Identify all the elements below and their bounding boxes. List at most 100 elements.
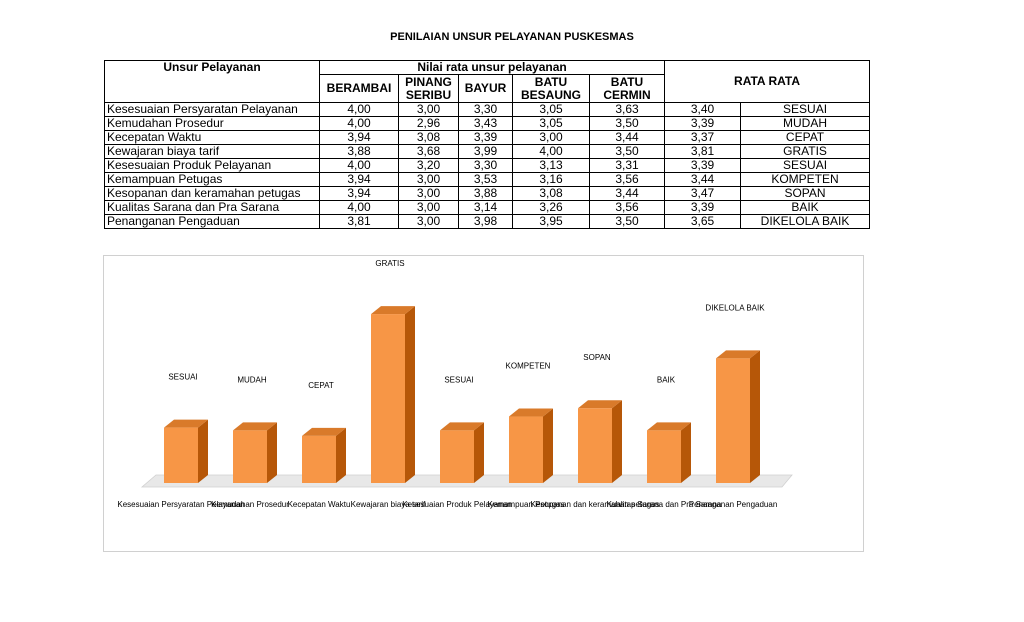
row-rating-label: KOMPETEN [740,172,871,187]
row-value: 4,00 [319,116,399,131]
row-value: 3,44 [588,130,666,145]
column-header: BATU CERMIN [588,74,666,103]
row-rating-label: GRATIS [740,144,871,159]
bar [164,427,198,483]
bar-top [164,419,208,428]
bar-side [474,422,484,483]
row-value: 3,14 [458,200,513,215]
row-average: 3,81 [664,144,742,159]
row-value: 3,05 [512,102,590,117]
column-header: BATU BESAUNG [512,74,590,103]
table-row: Kesesuaian Persyaratan Pelayanan 4,00 3,00… [104,102,871,117]
row-rating-label: SESUAI [740,102,871,117]
bar [302,435,336,483]
row-value: 3,00 [398,102,459,117]
data-label: GRATIS [375,259,404,268]
bar [371,314,405,483]
row-value: 4,00 [319,158,399,173]
category-label: Kemampuan Petugas [488,500,565,509]
score-table: Unsur Pelayanan Nilai rata unsur pelayan… [104,60,871,229]
bar [509,416,543,483]
table-row: Kewajaran biaya tarif 3,88 3,68 3,99 4,00 3,5… [104,144,871,159]
row-value: 4,00 [319,200,399,215]
bar [716,358,750,483]
row-value: 3,44 [588,186,666,201]
category-label: Kemudahan Prosedur [211,500,289,509]
row-value: 2,96 [398,116,459,131]
data-label: SESUAI [444,375,473,384]
table-body: Kesesuaian Persyaratan Pelayanan 4,00 3,00… [104,102,871,229]
row-value: 3,05 [512,116,590,131]
table-row: Kualitas Sarana dan Pra Sarana 4,00 3,00 3,… [104,200,871,215]
row-value: 3,00 [512,130,590,145]
row-name: Kemampuan Petugas [104,172,320,187]
row-value: 3,94 [319,130,399,145]
row-value: 4,00 [319,102,399,117]
row-value: 3,00 [398,186,459,201]
row-value: 3,30 [458,102,513,117]
column-header: BAYUR [458,74,513,103]
row-value: 3,08 [398,130,459,145]
data-label: BAIK [657,375,676,384]
row-name: Kemudahan Prosedur [104,116,320,131]
row-value: 3,98 [458,214,513,229]
bar [233,430,267,483]
table-row: Kecepatan Waktu 3,94 3,08 3,39 3,00 3,44 3,37 C… [104,130,871,145]
row-average: 3,39 [664,200,742,215]
header-unsur: Unsur Pelayanan [104,60,320,103]
row-value: 3,00 [398,172,459,187]
column-header-row: BERAMBAI PINANG SERIBU BAYUR BATU BESAUNG BA… [105,74,870,103]
category-label: Kesesuaian Persyaratan Pelayanan [117,500,244,509]
row-value: 3,39 [458,130,513,145]
row-value: 3,94 [319,172,399,187]
row-value: 3,53 [458,172,513,187]
column-header: PINANG SERIBU [398,74,459,103]
row-value: 3,50 [588,116,666,131]
table-row: Kesesuaian Produk Pelayanan 4,00 3,20 3,30 3… [104,158,871,173]
category-label: Kewajaran biaya tarif [351,500,426,509]
table-header-row: Unsur Pelayanan Nilai rata unsur pelayan… [104,60,871,103]
bar-side [198,419,208,483]
row-value: 3,56 [588,172,666,187]
header-group: Nilai rata unsur pelayanan [318,60,666,75]
data-label: SESUAI [168,373,197,382]
category-label: Kualitas Sarana dan Pra Sarana [607,500,722,509]
row-name: Kewajaran biaya tarif [104,144,320,159]
category-label: Kesesuaian Produk Pelayanan [402,500,511,509]
row-value: 3,00 [398,214,459,229]
row-name: Kecepatan Waktu [104,130,320,145]
bar-top [233,422,277,431]
bar-top [302,427,346,436]
row-value: 3,63 [588,102,666,117]
bar-top [578,400,622,409]
row-value: 3,88 [319,144,399,159]
row-value: 3,26 [512,200,590,215]
bar-side [612,400,622,483]
table-row: Kesopanan dan keramahan petugas 3,94 3,00 3… [104,186,871,201]
row-value: 3,00 [398,200,459,215]
table-row: Penanganan Pengaduan 3,81 3,00 3,98 3,95 3,50… [104,214,871,229]
row-name: Kesesuaian Produk Pelayanan [104,158,320,173]
bar-side [336,427,346,483]
row-rating-label: CEPAT [740,130,871,145]
bar [440,430,474,483]
row-value: 3,99 [458,144,513,159]
bar-side [681,422,691,483]
category-label: Penanganan Pengaduan [689,500,778,509]
row-name: Kesopanan dan keramahan petugas [104,186,320,201]
row-value: 3,94 [319,186,399,201]
row-value: 3,16 [512,172,590,187]
row-average: 3,39 [664,158,742,173]
row-value: 3,30 [458,158,513,173]
row-average: 3,39 [664,116,742,131]
bar [578,408,612,483]
row-average: 3,44 [664,172,742,187]
row-rating-label: MUDAH [740,116,871,131]
category-label: Kesopanan dan keramahan petugas [531,500,660,509]
row-value: 3,56 [588,200,666,215]
category-label: Kecepatan Waktu [288,500,351,509]
row-average: 3,37 [664,130,742,145]
bar [647,430,681,483]
row-rating-label: SESUAI [740,158,871,173]
bar-side [750,350,760,483]
